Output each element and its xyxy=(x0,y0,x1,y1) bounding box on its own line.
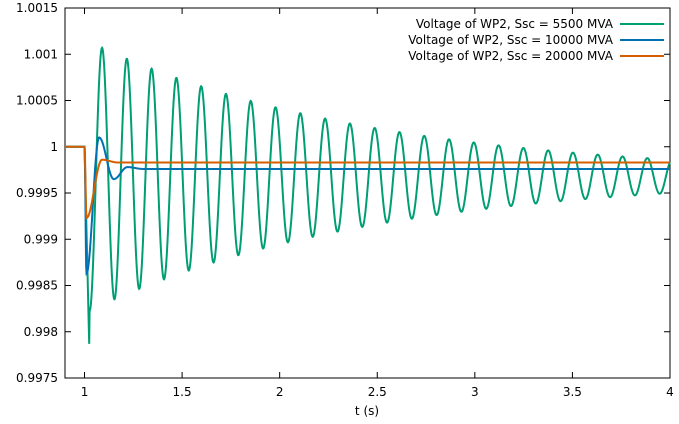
y-tick-label: 0.9975 xyxy=(16,371,58,385)
y-tick-label: 1.001 xyxy=(24,47,58,61)
y-tick-label: 0.9995 xyxy=(16,186,58,200)
x-tick-label: 1 xyxy=(81,385,89,399)
x-tick-label: 2.5 xyxy=(368,385,387,399)
series-line-1 xyxy=(65,45,671,344)
y-tick-label: 0.999 xyxy=(24,232,58,246)
x-axis: 1 1.5 2 2.5 3 3.5 4 xyxy=(81,8,674,399)
x-tick-label: 3.5 xyxy=(563,385,582,399)
legend-label: Voltage of WP2, Ssc = 10000 MVA xyxy=(408,33,614,47)
y-axis: 0.9975 0.998 0.9985 0.999 0.9995 1 1.0005 1.001… xyxy=(16,1,670,385)
x-tick-label: 1.5 xyxy=(173,385,192,399)
plot-series xyxy=(65,45,671,344)
x-tick-label: 2 xyxy=(276,385,284,399)
series-line-2 xyxy=(65,136,670,276)
series-line-3 xyxy=(65,145,670,220)
x-tick-label: 4 xyxy=(666,385,674,399)
legend-label: Voltage of WP2, Ssc = 5500 MVA xyxy=(416,17,614,31)
y-tick-label: 0.9985 xyxy=(16,279,58,293)
x-axis-label: t (s) xyxy=(355,404,379,418)
y-tick-label: 0.998 xyxy=(24,325,58,339)
y-tick-label: 1.0015 xyxy=(16,1,58,15)
y-tick-label: 1 xyxy=(50,140,58,154)
legend-label: Voltage of WP2, Ssc = 20000 MVA xyxy=(408,49,614,63)
y-tick-label: 1.0005 xyxy=(16,94,58,108)
legend: Voltage of WP2, Ssc = 5500 MVA Voltage of… xyxy=(408,17,664,63)
x-tick-label: 3 xyxy=(471,385,479,399)
